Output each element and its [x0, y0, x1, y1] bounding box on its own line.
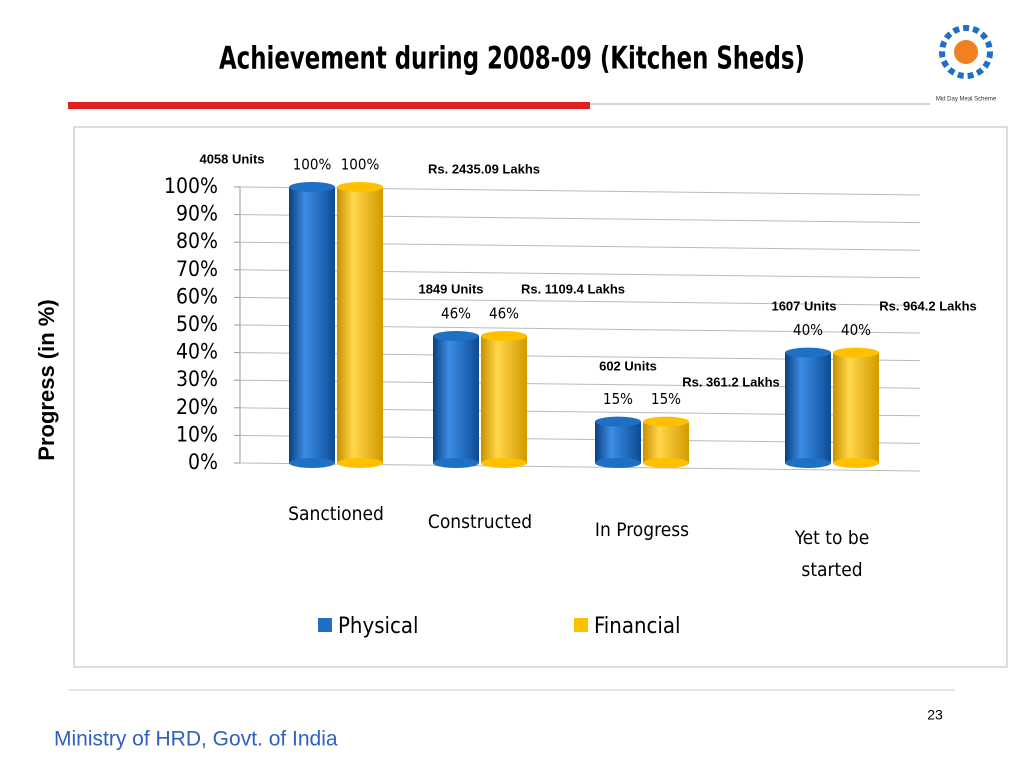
- legend-label: Financial: [594, 614, 681, 639]
- annotation: Rs. 1109.4 Lakhs: [521, 281, 625, 296]
- y-tick-label: 70%: [176, 257, 218, 281]
- legend-swatch: [574, 618, 588, 632]
- bar-body: [595, 421, 641, 463]
- page-number: 23: [927, 707, 943, 723]
- bar-top: [481, 331, 527, 342]
- annotation: Rs. 2435.09 Lakhs: [428, 161, 540, 176]
- bar-base: [833, 458, 879, 468]
- bar-body: [481, 336, 527, 463]
- bar-top: [337, 182, 383, 192]
- legend-label: Physical: [338, 614, 419, 639]
- value-label: 40%: [793, 321, 823, 339]
- x-tick-label: Yet to be started: [794, 527, 870, 581]
- bar-body: [785, 352, 831, 463]
- bar: [833, 347, 879, 468]
- chart-title: Achievement during 2008-09 (Kitchen Shed…: [219, 40, 805, 76]
- bar-base: [785, 458, 831, 468]
- y-tick-label: 20%: [176, 395, 218, 419]
- bar-base: [481, 458, 527, 468]
- logo-text: Mid Day Meal Scheme: [936, 97, 997, 103]
- bar-top: [595, 416, 641, 427]
- annotation: 602 Units: [599, 358, 657, 373]
- value-label: 15%: [603, 390, 633, 408]
- y-tick-label: 10%: [176, 422, 218, 446]
- bar-top: [643, 416, 689, 427]
- bar-base: [595, 458, 641, 468]
- title-rule: [68, 102, 590, 109]
- y-tick-label: 100%: [164, 174, 218, 198]
- bar: [289, 182, 335, 468]
- annotation: Rs. 361.2 Lakhs: [682, 374, 780, 389]
- bar-base: [433, 458, 479, 468]
- bar-base: [289, 458, 335, 468]
- bar: [785, 347, 831, 468]
- bar-body: [289, 187, 335, 463]
- bar-body: [833, 352, 879, 463]
- annotation: 1849 Units: [418, 281, 483, 296]
- bar-top: [289, 182, 335, 192]
- y-tick-label: 90%: [176, 202, 218, 226]
- bar-top: [785, 347, 831, 358]
- annotation: 1607 Units: [771, 298, 836, 313]
- bar-top: [833, 347, 879, 358]
- value-label: 40%: [841, 321, 871, 339]
- x-tick-label: In Progress: [594, 519, 690, 541]
- y-tick-label: 30%: [176, 367, 218, 391]
- x-tick-label: Sanctioned: [288, 503, 384, 525]
- y-tick-label: 80%: [176, 229, 218, 253]
- bar: [643, 416, 689, 468]
- y-tick-label: 50%: [176, 312, 218, 336]
- logo: Mid Day Meal Scheme: [936, 25, 997, 103]
- bar: [433, 331, 479, 468]
- value-label: 46%: [441, 305, 471, 323]
- value-label: 15%: [651, 390, 681, 408]
- y-tick-label: 60%: [176, 284, 218, 308]
- value-label: 100%: [293, 156, 332, 174]
- bar: [481, 331, 527, 468]
- bar-base: [337, 458, 383, 468]
- bar-base: [643, 458, 689, 468]
- annotation: Rs. 964.2 Lakhs: [879, 298, 977, 313]
- y-tick-label: 0%: [188, 450, 218, 474]
- bar-body: [433, 336, 479, 463]
- y-tick-label: 40%: [176, 340, 218, 364]
- legend-swatch: [318, 618, 332, 632]
- x-tick-label: Constructed: [427, 511, 533, 533]
- footer: Ministry of HRD, Govt. of India: [54, 728, 338, 751]
- bar-top: [433, 331, 479, 342]
- bar-body: [643, 421, 689, 463]
- value-label: 46%: [489, 305, 519, 323]
- y-axis-label: Progress (in %): [34, 299, 59, 460]
- bar-body: [337, 187, 383, 463]
- annotation: 4058 Units: [199, 151, 264, 166]
- bar: [337, 182, 383, 468]
- bar: [595, 416, 641, 468]
- value-label: 100%: [341, 156, 380, 174]
